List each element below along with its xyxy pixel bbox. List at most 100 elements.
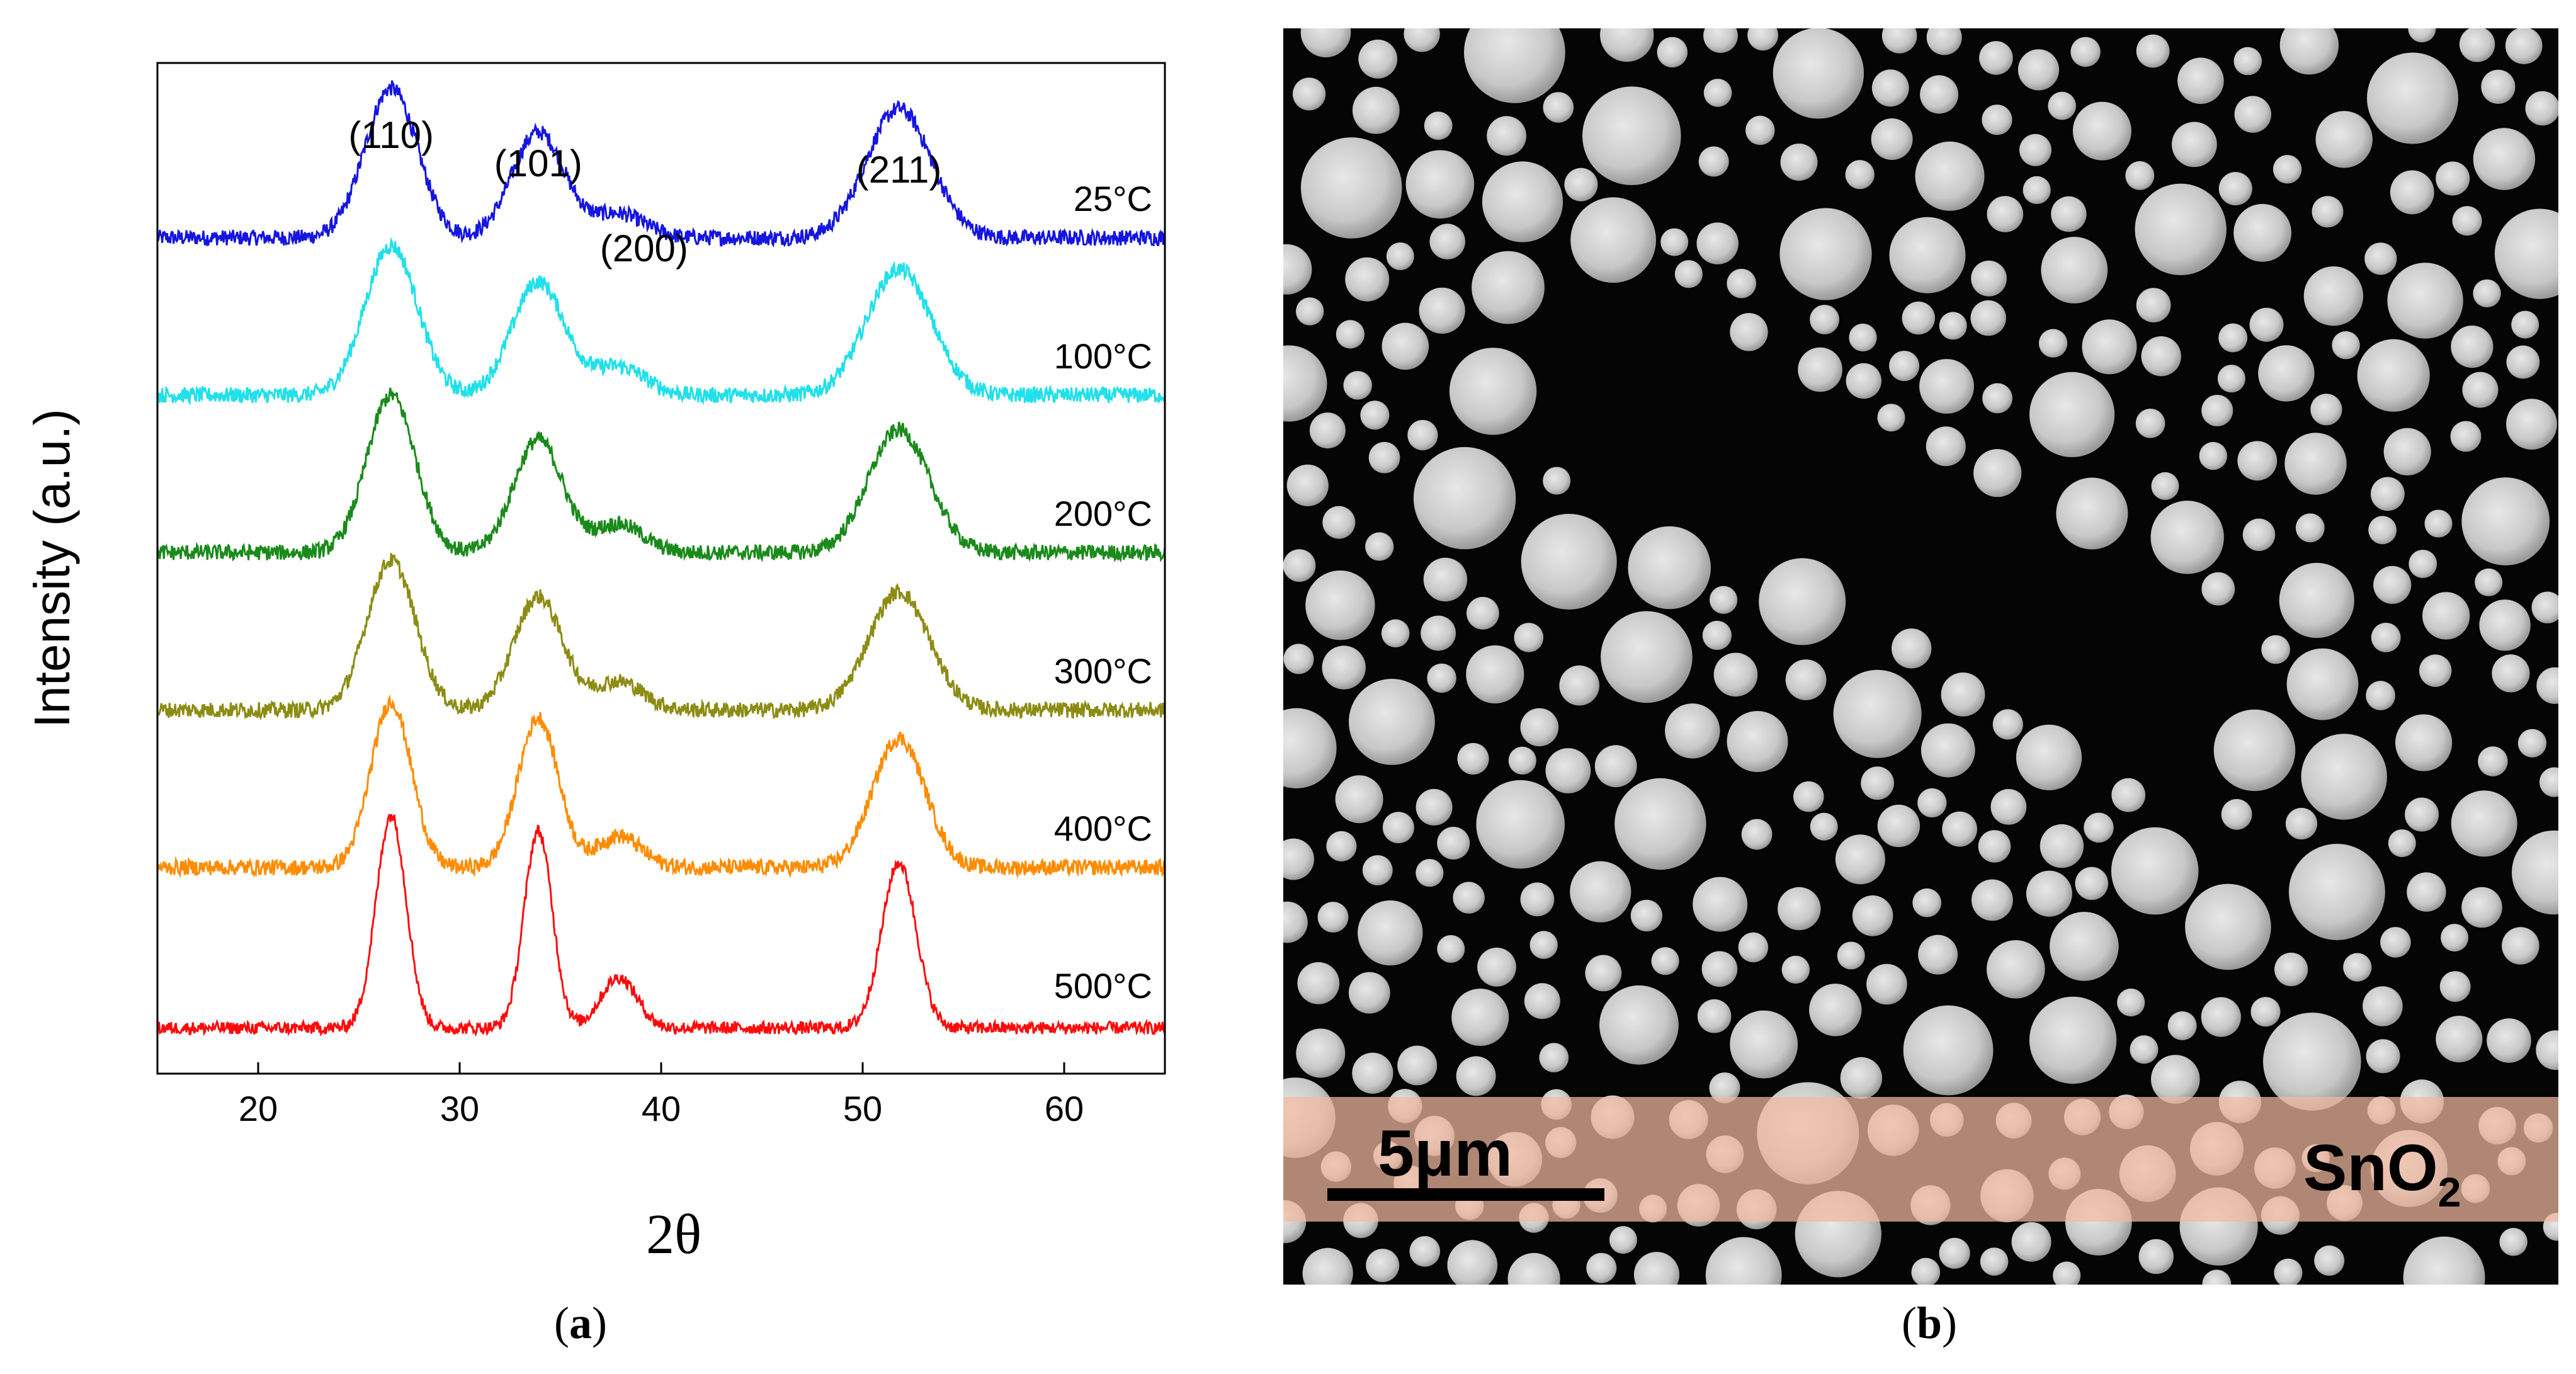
particle	[1570, 197, 1656, 283]
particle	[2135, 409, 2165, 438]
particle	[1543, 467, 1571, 495]
particle	[2436, 1016, 2483, 1063]
particle	[1902, 301, 1935, 335]
particle	[1317, 902, 1349, 933]
particle	[2258, 345, 2315, 402]
particle	[1696, 222, 1739, 264]
particle	[2202, 1269, 2232, 1285]
particle	[1302, 1247, 1353, 1285]
particle	[1810, 305, 1839, 334]
scale-label: 5μm	[1378, 1117, 1512, 1190]
particle	[2217, 365, 2245, 393]
particle	[1970, 300, 2006, 336]
particle	[2452, 206, 2482, 236]
particle	[2056, 477, 2128, 550]
particle	[1529, 931, 1558, 959]
particle	[1464, 28, 1565, 103]
particle	[2285, 807, 2318, 840]
particle	[2041, 237, 2108, 304]
particle	[1920, 75, 1959, 114]
particle	[1987, 196, 2024, 232]
particle	[1507, 1252, 1560, 1285]
particle	[1911, 1258, 1941, 1285]
particle	[1780, 144, 1818, 181]
x-tick-label: 60	[1045, 1089, 1084, 1128]
particle	[1456, 1056, 1496, 1096]
particle	[2201, 395, 2233, 426]
particle	[1476, 780, 1565, 869]
particle	[2249, 307, 2284, 342]
particle	[2388, 829, 2416, 858]
particle	[2221, 798, 2252, 830]
particle	[2357, 339, 2430, 412]
particle	[1917, 788, 1947, 818]
particle	[2451, 790, 2517, 857]
particle	[2136, 288, 2171, 322]
particle	[2279, 562, 2354, 639]
particle	[1300, 28, 1351, 57]
particle	[2479, 599, 2531, 651]
particle	[1352, 1052, 1393, 1094]
particle	[1453, 882, 1485, 914]
plot-frame	[156, 62, 1166, 1075]
particle	[1405, 150, 1475, 219]
series-line-2	[156, 237, 1166, 406]
series-label-6: 500°C	[1054, 966, 1152, 1006]
particle	[1419, 287, 1465, 334]
particle	[1283, 708, 1337, 788]
peak-label: (110)	[348, 114, 434, 156]
particle	[2424, 509, 2453, 538]
particle	[2075, 866, 2109, 900]
particle	[1809, 984, 1862, 1036]
particle	[2237, 441, 2278, 481]
particle	[1283, 901, 1308, 943]
particle	[1293, 77, 1326, 111]
particle	[1630, 899, 1662, 932]
particle	[2295, 513, 2325, 543]
particle	[1521, 514, 1617, 610]
particle	[2011, 1222, 2051, 1262]
scale-bar	[1327, 1188, 1604, 1201]
particle	[2506, 345, 2540, 379]
particle	[1833, 669, 1922, 758]
particle	[2531, 591, 2558, 623]
particle	[2536, 1030, 2558, 1070]
particle	[1759, 558, 1846, 645]
particle	[1427, 663, 1456, 693]
particle	[2461, 887, 2502, 928]
particle	[1429, 224, 1465, 259]
particle	[2312, 196, 2344, 228]
particle	[2403, 1236, 2485, 1285]
particle	[2419, 654, 2452, 687]
particle	[1730, 313, 1768, 351]
particle	[1305, 571, 1375, 640]
particle	[2177, 57, 2224, 105]
particle	[1852, 895, 1893, 936]
particle	[1368, 441, 1400, 474]
particle	[1309, 412, 1346, 449]
particle	[2314, 1245, 2345, 1276]
particle	[1710, 586, 1738, 614]
particle	[2286, 648, 2359, 720]
particle	[1386, 242, 1414, 270]
particle	[2451, 326, 2494, 368]
particle	[2487, 1018, 2531, 1063]
particle	[1424, 111, 1453, 140]
particle	[1614, 778, 1706, 870]
particle	[2367, 52, 2458, 144]
particle	[1919, 359, 1974, 414]
particle	[2051, 196, 2087, 232]
particle	[2213, 709, 2296, 792]
particle	[2461, 477, 2550, 565]
particle	[2130, 1035, 2159, 1064]
particle	[1987, 940, 2045, 999]
particle	[2303, 266, 2364, 326]
caption-a: (a)	[554, 1298, 607, 1348]
particle	[2473, 128, 2536, 190]
particle	[2218, 172, 2252, 206]
particle	[1849, 323, 1877, 352]
particle	[1451, 989, 1509, 1046]
xrd-chart: 25°C 100°C 200°C 300°C 400°C 500°C (110) (101) (…	[24, 62, 1166, 1266]
particle	[1283, 644, 1314, 674]
particle	[2135, 183, 2227, 275]
